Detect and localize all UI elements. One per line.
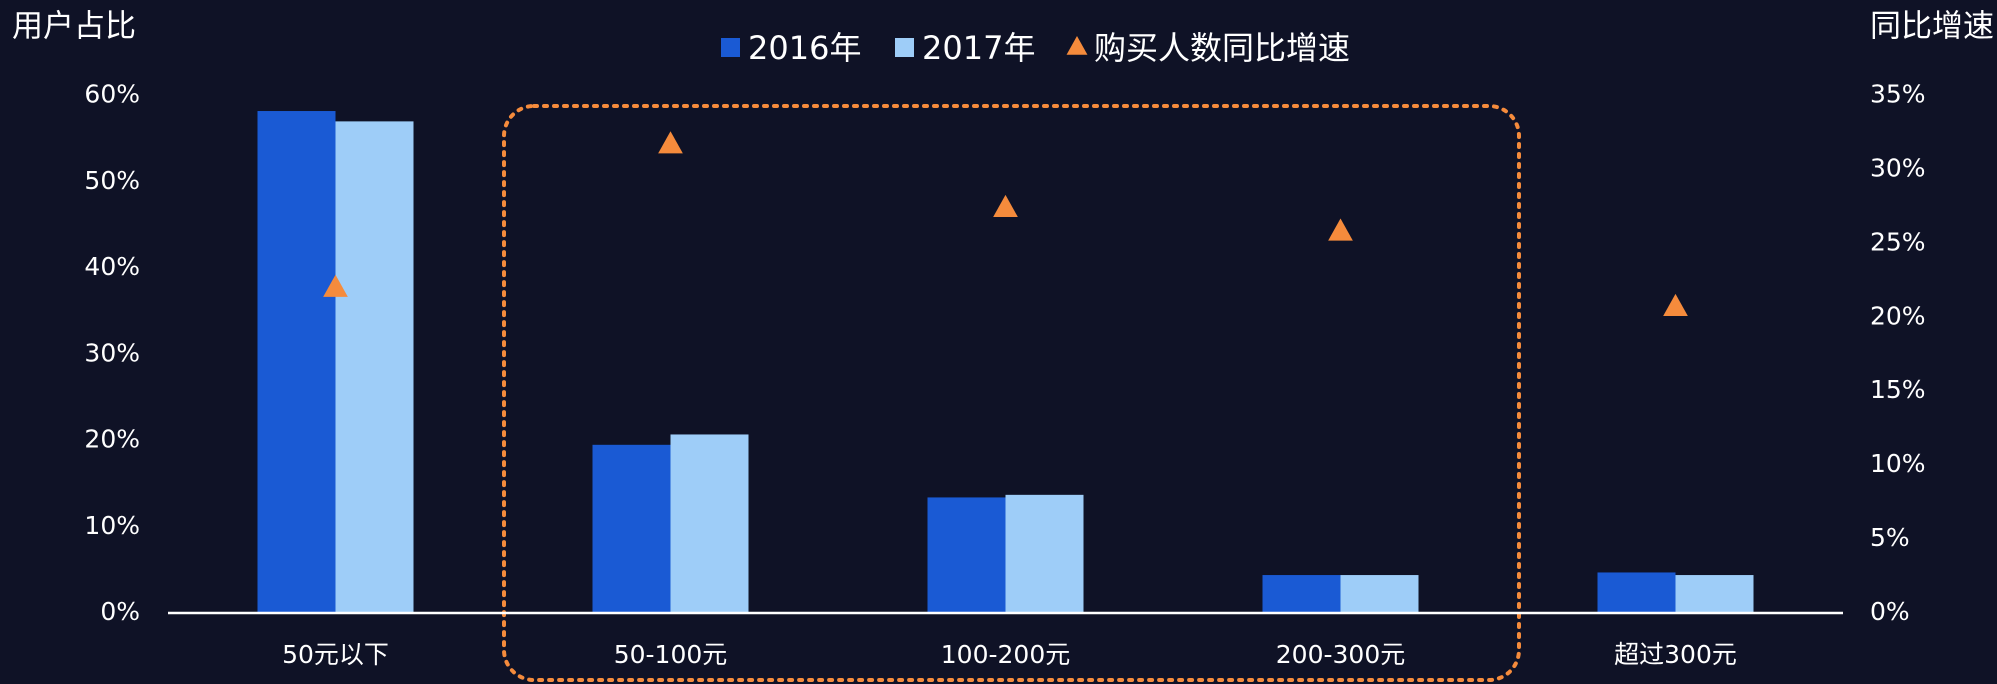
y-tick-label: 30% [84,338,140,367]
x-tick-label: 200-300元 [1276,640,1405,669]
legend-label: 2017年 [922,29,1035,67]
y-tick-label: 60% [84,80,140,109]
x-tick-label: 100-200元 [941,640,1070,669]
x-tick-label: 50-100元 [614,640,728,669]
bar [670,434,749,613]
y2-tick-label: 25% [1870,227,1926,256]
y2-tick-label: 0% [1870,597,1910,626]
y-axis-title: 用户占比 [12,9,136,45]
legend-label: 2016年 [748,29,861,67]
y-tick-label: 40% [84,252,140,281]
y2-tick-label: 35% [1870,80,1926,109]
bar [1262,575,1341,613]
y-tick-label: 20% [84,425,140,454]
y2-tick-label: 20% [1870,301,1926,330]
y2-axis-title: 同比增速 [1870,9,1994,45]
marker [323,274,348,297]
bar [335,121,414,613]
legend-swatch [895,38,914,57]
marker [1663,293,1688,317]
y-tick-label: 10% [84,511,140,540]
legend-swatch [721,38,740,57]
y2-tick-label: 30% [1870,153,1926,182]
bar [1597,572,1676,613]
bar [1340,575,1419,613]
bar [257,111,336,614]
bar [1005,494,1084,613]
y2-tick-label: 5% [1870,523,1910,552]
y2-tick-label: 15% [1870,375,1926,404]
y2-tick-label: 10% [1870,449,1926,478]
x-tick-label: 超过300元 [1614,640,1737,669]
highlight-box [502,104,1521,682]
x-tick-label: 50元以下 [282,640,389,669]
marker [1328,218,1353,241]
bar [592,444,671,613]
bar [1675,575,1754,613]
y-tick-label: 50% [84,166,140,195]
marker [993,194,1018,217]
legend-swatch [1066,36,1088,55]
marker [658,131,683,154]
bar [927,497,1006,613]
y-tick-label: 0% [100,597,140,626]
legend-label: 购买人数同比增速 [1094,29,1350,67]
